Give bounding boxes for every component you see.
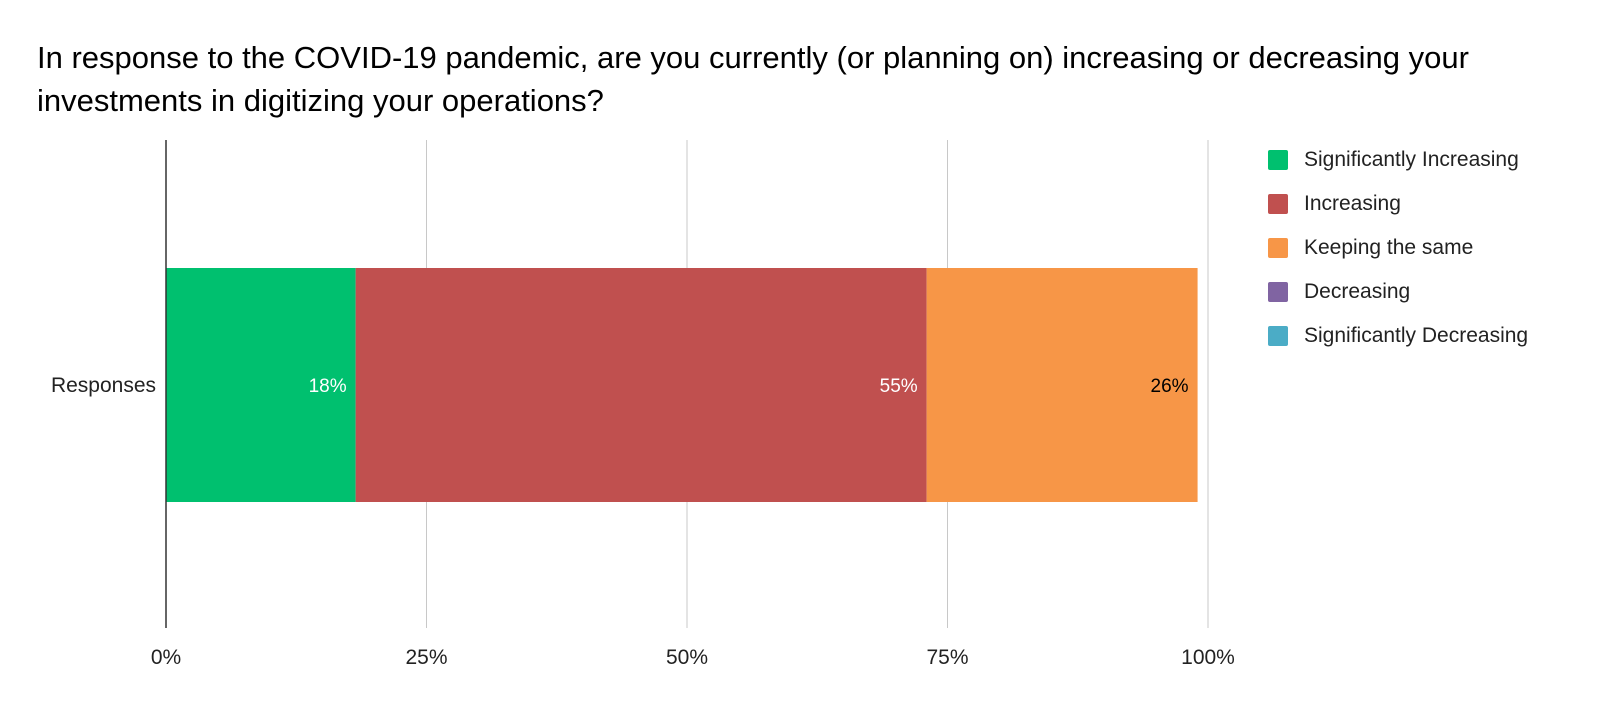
x-tick-label: 75%: [926, 646, 968, 669]
data-label-2: 26%: [1151, 376, 1189, 397]
plot-area: 18% 55% 26% 0% 25% 50% 75% 100% Responses: [51, 140, 1235, 669]
legend-label: Increasing: [1304, 192, 1401, 215]
legend-item-0: Significantly Increasing: [1268, 138, 1528, 182]
legend-item-4: Significantly Decreasing: [1268, 314, 1528, 358]
x-tick-label: 100%: [1181, 646, 1235, 669]
legend-label: Significantly Increasing: [1304, 148, 1519, 171]
legend-label: Decreasing: [1304, 280, 1411, 303]
axes: 0% 25% 50% 75% 100% Responses: [51, 140, 1235, 669]
x-tick-label: 25%: [405, 646, 447, 669]
legend-swatch: [1268, 194, 1288, 214]
legend-swatch: [1268, 282, 1288, 302]
data-label-1: 55%: [880, 376, 918, 397]
x-tick-label: 0%: [151, 646, 181, 669]
legend-swatch: [1268, 238, 1288, 258]
legend-item-2: Keeping the same: [1268, 226, 1528, 270]
legend-item-3: Decreasing: [1268, 270, 1528, 314]
x-tick-label: 50%: [666, 646, 708, 669]
bar-group: [166, 268, 1198, 502]
legend-swatch: [1268, 326, 1288, 346]
y-category-label: Responses: [51, 374, 156, 397]
data-label-0: 18%: [309, 376, 347, 397]
bar-segment-0: [166, 268, 356, 502]
chart-title: In response to the COVID-19 pandemic, ar…: [37, 40, 1469, 118]
legend-item-1: Increasing: [1268, 182, 1528, 226]
legend-label: Keeping the same: [1304, 236, 1474, 259]
legend-swatch: [1268, 150, 1288, 170]
legend: Significantly Increasing Increasing Keepin…: [1268, 138, 1528, 358]
data-labels: 18% 55% 26%: [309, 376, 1189, 397]
bar-segment-1: [355, 268, 927, 502]
legend-label: Significantly Decreasing: [1304, 324, 1529, 347]
bar-segment-2: [926, 268, 1198, 502]
